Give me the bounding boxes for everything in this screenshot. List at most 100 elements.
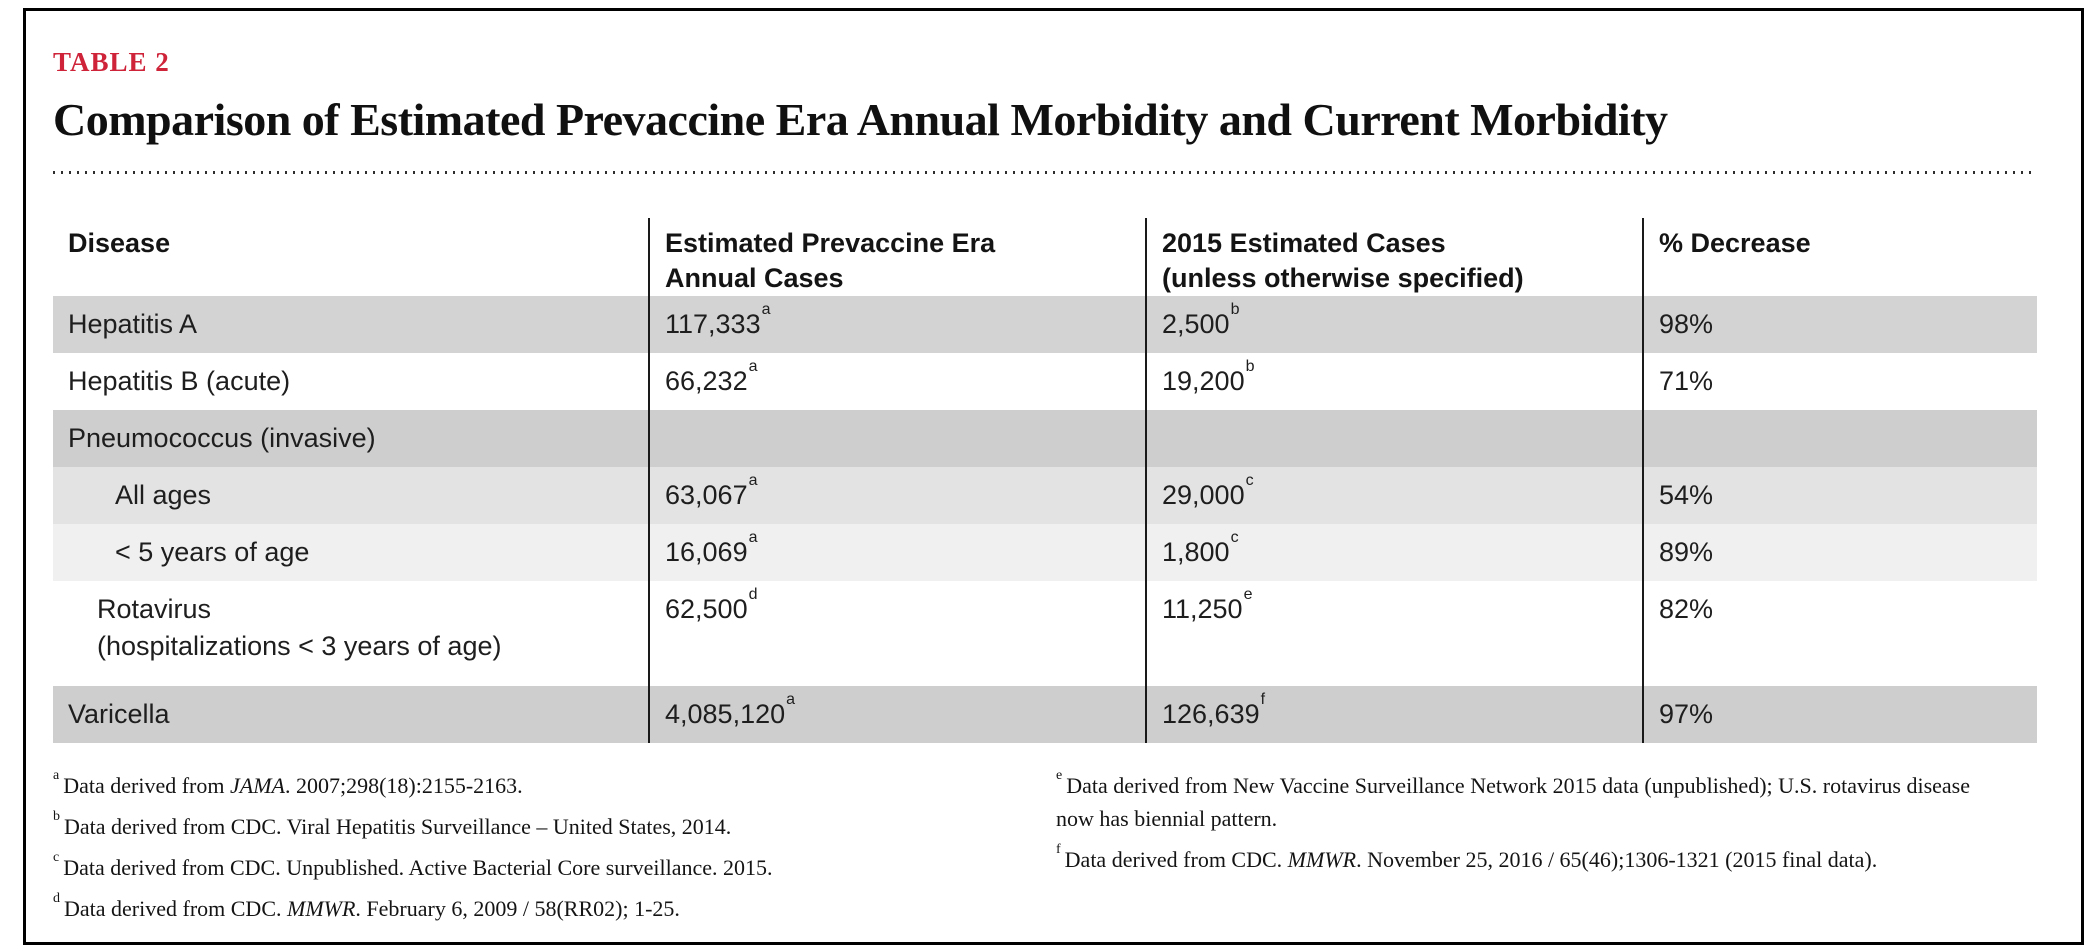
journal-name: JAMA — [229, 773, 285, 798]
morbidity-table: Disease Estimated Prevaccine Era Annual Ca… — [53, 218, 2037, 743]
footnote-text: Data derived from CDC. Unpublished. Acti… — [63, 855, 773, 880]
cases-2015-cell — [1145, 410, 1642, 467]
case-count-value: 29,000 — [1162, 480, 1245, 510]
percent-decrease-value: 89% — [1659, 537, 1714, 567]
case-count: 1,800c — [1162, 530, 1239, 571]
case-count: 117,333a — [665, 302, 771, 343]
footnote: b Data derived from CDC. Viral Hepatitis … — [53, 808, 986, 843]
case-count-value: 16,069 — [665, 537, 748, 567]
footnote-marker: c — [1245, 472, 1254, 489]
footnote-text: . February 6, 2009 / 58(RR02); 1-25. — [355, 896, 680, 921]
footnote-marker: b — [1230, 301, 1240, 318]
percent-decrease-cell: 82% — [1642, 581, 2037, 686]
table-row: Hepatitis A 117,333a 2,500b 98% — [53, 296, 2037, 353]
case-count-value: 63,067 — [665, 480, 748, 510]
footnote-marker: e — [1243, 586, 1253, 603]
journal-name: MMWR — [287, 896, 356, 921]
percent-decrease-value: 54% — [1659, 480, 1714, 510]
disease-name-line: Hepatitis B (acute) — [68, 366, 291, 396]
case-count-value: 4,085,120 — [665, 699, 786, 729]
case-count-value: 11,250 — [1162, 594, 1243, 624]
disease-name: All ages — [115, 477, 211, 514]
table-header-row: Disease Estimated Prevaccine Era Annual Ca… — [53, 218, 2037, 296]
column-header-line: Estimated Prevaccine Era — [665, 228, 996, 258]
footnotes-left: a Data derived from JAMA. 2007;298(18):21… — [53, 767, 1056, 933]
footnote-marker: d — [53, 890, 60, 906]
disease-name-line: Rotavirus — [97, 594, 212, 624]
footnote: c Data derived from CDC. Unpublished. Act… — [53, 850, 986, 884]
percent-decrease-cell: 71% — [1642, 353, 2037, 410]
footnote-marker: c — [1230, 529, 1239, 546]
cases-2015-cell: 29,000c — [1145, 467, 1642, 524]
disease-cell: Rotavirus (hospitalizations < 3 years of … — [53, 581, 648, 686]
table-row: < 5 years of age 16,069a 1,800c 89% — [53, 524, 2037, 581]
footnote-marker: a — [748, 472, 758, 489]
cases-2015-cell: 1,800c — [1145, 524, 1642, 581]
footnote-marker: f — [1056, 841, 1061, 857]
footnotes-right: e Data derived from New Vaccine Surveilla… — [1056, 768, 2037, 933]
disease-name: < 5 years of age — [115, 534, 309, 571]
table-row: Varicella 4,085,120a 126,639f 97% — [53, 686, 2037, 743]
case-count: 16,069a — [665, 530, 758, 571]
prevaccine-cases-cell: 66,232a — [648, 353, 1145, 410]
footnote-marker: a — [53, 767, 60, 783]
column-header-line: 2015 Estimated Cases — [1162, 228, 1446, 258]
prevaccine-cases-cell: 4,085,120a — [648, 686, 1145, 743]
footnote-marker: a — [761, 301, 771, 318]
prevaccine-cases-cell: 62,500d — [648, 581, 1145, 686]
column-header: Disease — [53, 218, 648, 296]
column-header-line: Disease — [68, 228, 171, 258]
case-count: 4,085,120a — [665, 692, 795, 733]
disease-name-line: All ages — [115, 480, 212, 510]
disease-cell: Hepatitis A — [53, 296, 648, 353]
table-row: Hepatitis B (acute) 66,232a 19,200b 71% — [53, 353, 2037, 410]
case-count-value: 62,500 — [665, 594, 748, 624]
prevaccine-cases-cell — [648, 410, 1145, 467]
footnote-text: Data derived from CDC. — [64, 896, 287, 921]
cases-2015-cell: 126,639f — [1145, 686, 1642, 743]
case-count-value: 126,639 — [1162, 699, 1260, 729]
case-count: 126,639f — [1162, 692, 1265, 733]
prevaccine-cases-cell: 16,069a — [648, 524, 1145, 581]
percent-decrease-value: 97% — [1659, 699, 1714, 729]
disease-name-line: Hepatitis A — [68, 309, 198, 339]
footnote-marker: f — [1260, 691, 1266, 708]
table-body: Hepatitis A 117,333a 2,500b 98% Hepatitis B … — [53, 296, 2037, 743]
footnote: d Data derived from CDC. MMWR. February 6… — [53, 890, 986, 925]
case-count: 2,500b — [1162, 302, 1239, 343]
disease-name-line: Varicella — [68, 699, 170, 729]
disease-name-line: Pneumococcus (invasive) — [68, 423, 376, 453]
table-row: Rotavirus (hospitalizations < 3 years of … — [53, 581, 2037, 686]
footnote-marker: d — [748, 586, 758, 603]
table-row: All ages 63,067a 29,000c 54% — [53, 467, 2037, 524]
footnote-marker: a — [748, 358, 758, 375]
cases-2015-cell: 11,250e — [1145, 581, 1642, 686]
prevaccine-cases-cell: 63,067a — [648, 467, 1145, 524]
footnote-text: Data derived from New Vaccine Surveillan… — [1056, 773, 1970, 831]
table-row: Pneumococcus (invasive) — [53, 410, 2037, 467]
disease-name-line: < 5 years of age — [115, 537, 310, 567]
footnotes: a Data derived from JAMA. 2007;298(18):21… — [53, 767, 2037, 933]
column-header: % Decrease — [1642, 218, 2037, 296]
percent-decrease-cell — [1642, 410, 2037, 467]
case-count: 29,000c — [1162, 473, 1254, 514]
footnote-text: Data derived from CDC. Viral Hepatitis S… — [64, 814, 732, 839]
footnote-text: Data derived from — [63, 773, 230, 798]
case-count: 62,500d — [665, 587, 758, 628]
case-count: 19,200b — [1162, 359, 1255, 400]
footnote-text: . 2007;298(18):2155-2163. — [284, 773, 523, 798]
percent-decrease-cell: 97% — [1642, 686, 2037, 743]
case-count-value: 66,232 — [665, 366, 748, 396]
footnote-text: Data derived from CDC. — [1064, 847, 1288, 872]
disease-name-line: (hospitalizations < 3 years of age) — [97, 631, 502, 661]
footnote: a Data derived from JAMA. 2007;298(18):21… — [53, 767, 986, 802]
footnote-marker: b — [53, 808, 60, 824]
footnote-marker: b — [1245, 358, 1255, 375]
dotted-divider — [53, 171, 2037, 174]
disease-name: Pneumococcus (invasive) — [68, 420, 376, 457]
case-count-value: 1,800 — [1162, 537, 1230, 567]
journal-name: MMWR — [1287, 847, 1357, 872]
column-header: Estimated Prevaccine Era Annual Cases — [648, 218, 1145, 296]
disease-cell: < 5 years of age — [53, 524, 648, 581]
percent-decrease-value: 82% — [1659, 594, 1714, 624]
